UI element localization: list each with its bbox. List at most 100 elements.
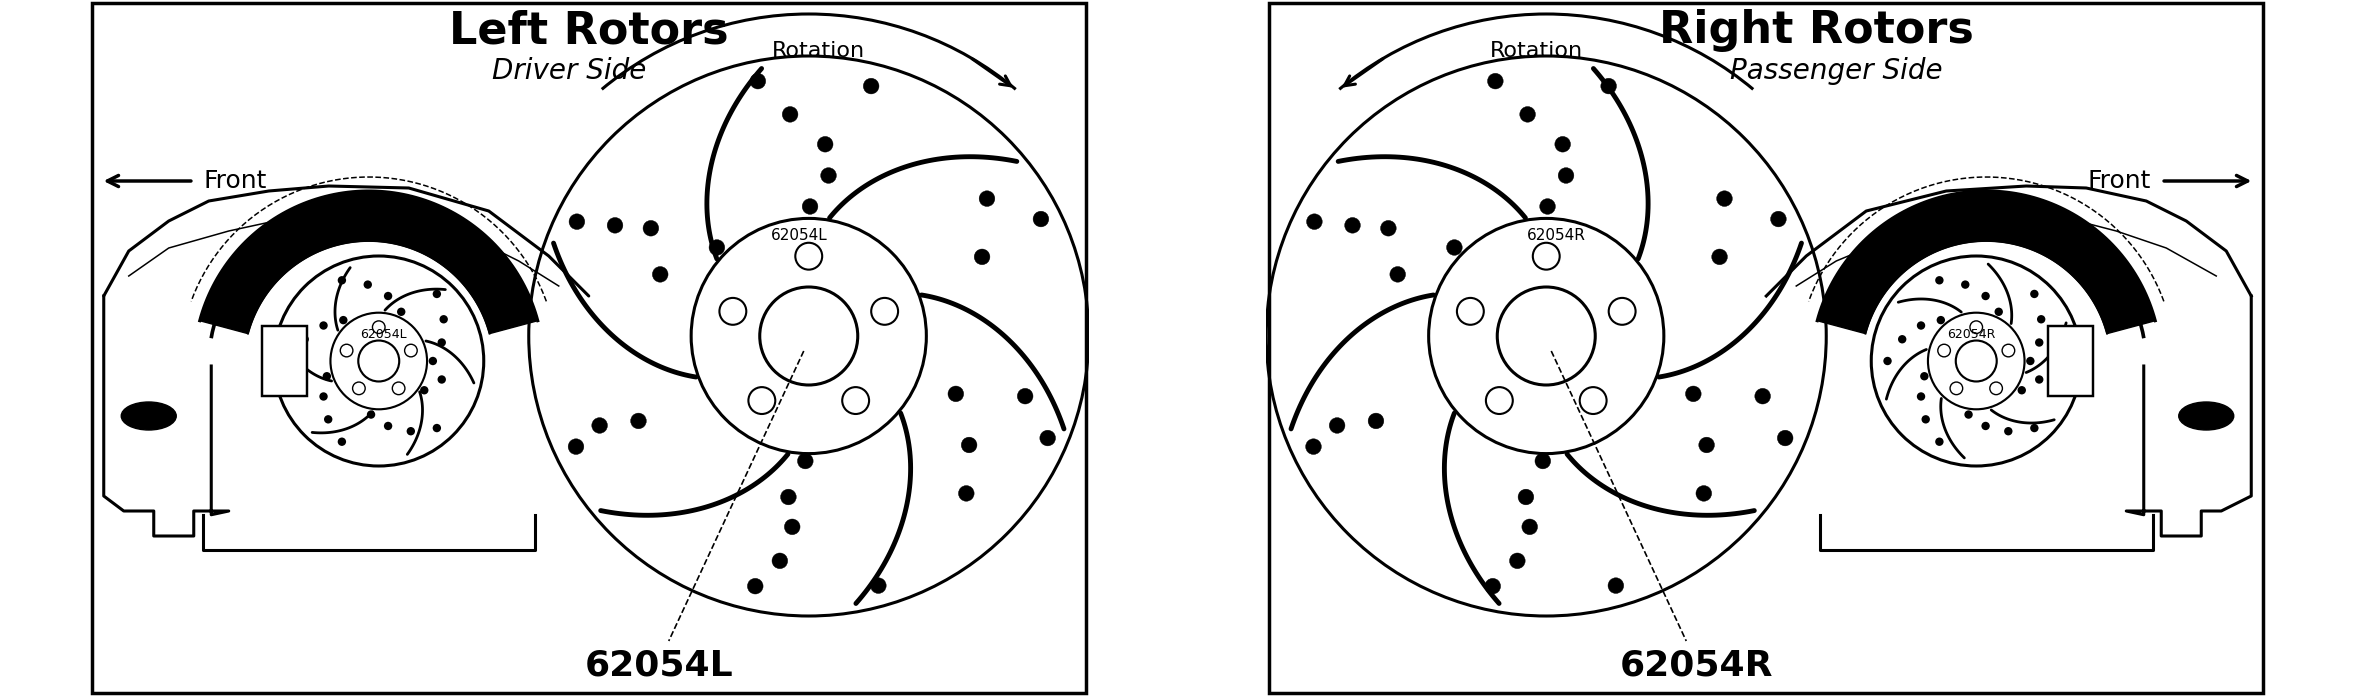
Circle shape <box>718 298 747 325</box>
Circle shape <box>1995 308 2002 316</box>
Circle shape <box>1305 438 1321 454</box>
Circle shape <box>843 387 869 414</box>
Text: Rotation: Rotation <box>1491 41 1583 61</box>
Text: 62054R: 62054R <box>1620 649 1773 683</box>
Circle shape <box>820 168 836 183</box>
Circle shape <box>1345 217 1361 233</box>
Circle shape <box>337 438 346 446</box>
Circle shape <box>393 382 405 395</box>
Circle shape <box>1981 422 1990 430</box>
Circle shape <box>440 315 447 324</box>
Circle shape <box>405 345 417 357</box>
Circle shape <box>772 553 787 569</box>
Circle shape <box>871 578 885 594</box>
Circle shape <box>803 198 817 214</box>
Circle shape <box>1964 411 1973 419</box>
Circle shape <box>398 308 405 316</box>
Text: Driver Side: Driver Side <box>492 57 645 85</box>
Circle shape <box>568 438 584 454</box>
Circle shape <box>1712 249 1729 264</box>
Circle shape <box>570 214 584 230</box>
Circle shape <box>1608 578 1623 594</box>
Circle shape <box>1488 73 1502 89</box>
Circle shape <box>1519 489 1533 505</box>
Text: 62054L: 62054L <box>770 228 827 244</box>
Circle shape <box>1922 415 1929 424</box>
Circle shape <box>949 386 963 402</box>
Circle shape <box>1938 345 1950 357</box>
Circle shape <box>438 375 445 383</box>
Circle shape <box>1486 578 1500 594</box>
Circle shape <box>2025 357 2035 365</box>
Circle shape <box>1380 221 1397 236</box>
Circle shape <box>1936 316 1945 324</box>
Circle shape <box>1955 340 1997 381</box>
Circle shape <box>782 106 798 122</box>
Circle shape <box>433 424 440 432</box>
Circle shape <box>1521 519 1538 535</box>
Text: 62054R: 62054R <box>1948 328 1995 341</box>
Circle shape <box>1754 388 1771 404</box>
Circle shape <box>325 415 332 424</box>
Circle shape <box>1608 298 1637 325</box>
Circle shape <box>433 290 440 298</box>
Circle shape <box>339 345 353 357</box>
Ellipse shape <box>2178 402 2235 430</box>
Circle shape <box>958 486 975 501</box>
Circle shape <box>1962 280 1969 289</box>
Circle shape <box>1389 267 1406 282</box>
Circle shape <box>1559 168 1573 183</box>
Text: 62054R: 62054R <box>1526 228 1585 244</box>
Circle shape <box>1686 386 1700 402</box>
Circle shape <box>419 386 429 395</box>
Circle shape <box>1519 106 1535 122</box>
Circle shape <box>363 280 372 289</box>
Circle shape <box>1540 198 1554 214</box>
Circle shape <box>631 413 645 429</box>
Circle shape <box>608 217 622 233</box>
Circle shape <box>1778 430 1792 446</box>
Circle shape <box>323 372 332 381</box>
Circle shape <box>1328 418 1345 434</box>
Circle shape <box>358 340 400 381</box>
Circle shape <box>337 276 346 285</box>
Circle shape <box>871 298 897 325</box>
Circle shape <box>320 322 327 330</box>
Circle shape <box>438 338 445 347</box>
Circle shape <box>1458 298 1484 325</box>
Text: 62054L: 62054L <box>360 328 407 341</box>
Circle shape <box>1510 553 1526 569</box>
Circle shape <box>353 382 365 395</box>
Circle shape <box>652 267 669 282</box>
Circle shape <box>1601 78 1616 94</box>
Text: Rotation: Rotation <box>772 41 864 61</box>
Circle shape <box>1267 56 1825 616</box>
Circle shape <box>709 239 725 255</box>
Text: Front: Front <box>2089 169 2150 193</box>
Circle shape <box>2035 338 2044 347</box>
Circle shape <box>961 437 977 453</box>
Circle shape <box>1919 372 1929 381</box>
Circle shape <box>1917 393 1926 401</box>
Circle shape <box>1554 136 1571 152</box>
Circle shape <box>1771 211 1785 227</box>
Text: Front: Front <box>205 169 266 193</box>
Circle shape <box>591 418 608 434</box>
Circle shape <box>1898 335 1908 343</box>
Circle shape <box>1017 388 1034 404</box>
Circle shape <box>1041 430 1055 446</box>
Circle shape <box>384 292 393 300</box>
Circle shape <box>1884 357 1891 365</box>
Circle shape <box>2018 386 2025 395</box>
Text: Right Rotors: Right Rotors <box>1658 10 1973 52</box>
Bar <box>261 326 306 396</box>
Circle shape <box>1717 191 1733 207</box>
Circle shape <box>980 191 994 207</box>
Circle shape <box>784 519 801 535</box>
Circle shape <box>1969 321 1983 333</box>
Circle shape <box>864 78 878 94</box>
Circle shape <box>1936 276 1943 285</box>
Text: 62054L: 62054L <box>584 649 732 683</box>
Circle shape <box>320 393 327 401</box>
Circle shape <box>372 321 386 333</box>
